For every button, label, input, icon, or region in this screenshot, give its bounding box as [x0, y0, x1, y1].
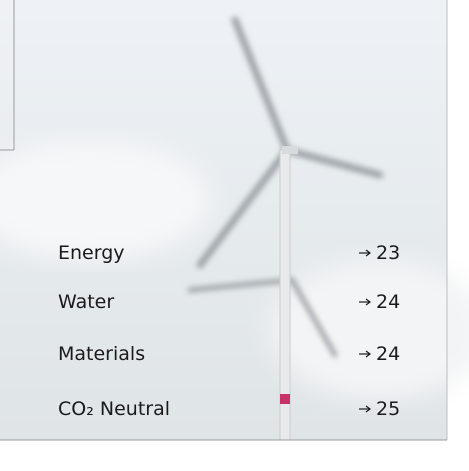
turbine-nacelle — [282, 146, 298, 154]
page-number: 24 — [376, 340, 400, 368]
arrow-icon — [358, 297, 372, 307]
toc-entry[interactable]: Materials 24 — [58, 340, 418, 368]
page-number: 24 — [376, 288, 400, 316]
toc-entry[interactable]: CO₂ Neutral 25 — [58, 395, 418, 423]
entry-label: CO₂ Neutral — [58, 395, 170, 423]
toc-entry[interactable]: Energy 23 — [58, 239, 418, 267]
entry-page: 24 — [358, 340, 400, 368]
page-number: 25 — [376, 395, 400, 423]
entry-page: 24 — [358, 288, 400, 316]
toc-entry[interactable]: Water 24 — [58, 288, 418, 316]
page-number: 23 — [376, 239, 400, 267]
entry-label: Energy — [58, 239, 125, 267]
arrow-icon — [358, 248, 372, 258]
entry-page: 23 — [358, 239, 400, 267]
entry-page: 25 — [358, 395, 400, 423]
arrow-icon — [358, 349, 372, 359]
entry-label: Water — [58, 288, 114, 316]
entry-label: Materials — [58, 340, 145, 368]
page: Energy23Water24Materials24CO₂ Neutral25 … — [0, 0, 469, 471]
arrow-icon — [358, 404, 372, 414]
